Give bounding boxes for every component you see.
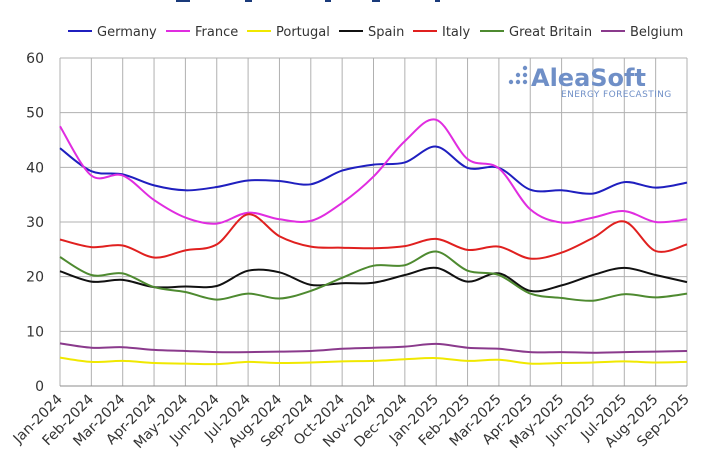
legend-label: Belgium: [630, 25, 683, 40]
series-line-italy: [59, 213, 688, 260]
legend-label: Italy: [442, 25, 471, 40]
legend-item-belgium: Belgium: [601, 25, 683, 40]
series-lines: [59, 118, 688, 366]
legend-item-italy: Italy: [413, 25, 471, 40]
y-tick-label: 60: [26, 51, 44, 67]
logo-dots-icon: [508, 65, 528, 85]
cropped-title-fragment: [245, 0, 252, 2]
y-axis-ticks: 0 10 20 30 40 50 60: [26, 51, 44, 395]
legend-item-great-britain: Great Britain: [480, 25, 592, 40]
series-line-great-britain: [59, 250, 688, 302]
legend-label: Spain: [368, 25, 404, 40]
logo-name: AleaSoft: [531, 64, 646, 92]
legend-item-spain: Spain: [339, 25, 404, 40]
y-tick-label: 30: [26, 215, 44, 231]
y-tick-label: 20: [26, 270, 44, 286]
cropped-title-fragment: [325, 0, 331, 2]
cropped-title-fragment: [176, 0, 190, 2]
logo-tagline: ENERGY FORECASTING: [561, 90, 672, 100]
legend-item-portugal: Portugal: [247, 25, 330, 40]
cropped-title-fragment: [435, 0, 440, 2]
legend-label: Germany: [97, 25, 157, 40]
y-tick-label: 50: [26, 106, 44, 122]
grid: [59, 57, 688, 387]
x-axis-ticks: Jan-2024Feb-2024Mar-2024Apr-2024May-2024…: [10, 391, 693, 451]
series-line-france: [59, 118, 688, 225]
series-line-spain: [59, 266, 688, 293]
legend-label: Great Britain: [509, 25, 592, 40]
y-tick-label: 0: [35, 379, 44, 395]
legend-item-germany: Germany: [68, 25, 157, 40]
cropped-title-fragment: [372, 0, 380, 2]
series-line-portugal: [59, 356, 688, 366]
aleasoft-logo: AleaSoft ENERGY FORECASTING: [508, 64, 672, 100]
legend-label: France: [195, 25, 238, 40]
series-line-belgium: [59, 342, 688, 354]
legend-item-france: France: [166, 25, 238, 40]
legend-label: Portugal: [276, 25, 330, 40]
series-line-germany: [59, 145, 688, 195]
y-tick-label: 10: [26, 324, 44, 340]
y-tick-label: 40: [26, 160, 44, 176]
title-stub: [176, 0, 440, 2]
legend: Germany France Portugal Spain Italy Great Bri…: [68, 25, 683, 40]
